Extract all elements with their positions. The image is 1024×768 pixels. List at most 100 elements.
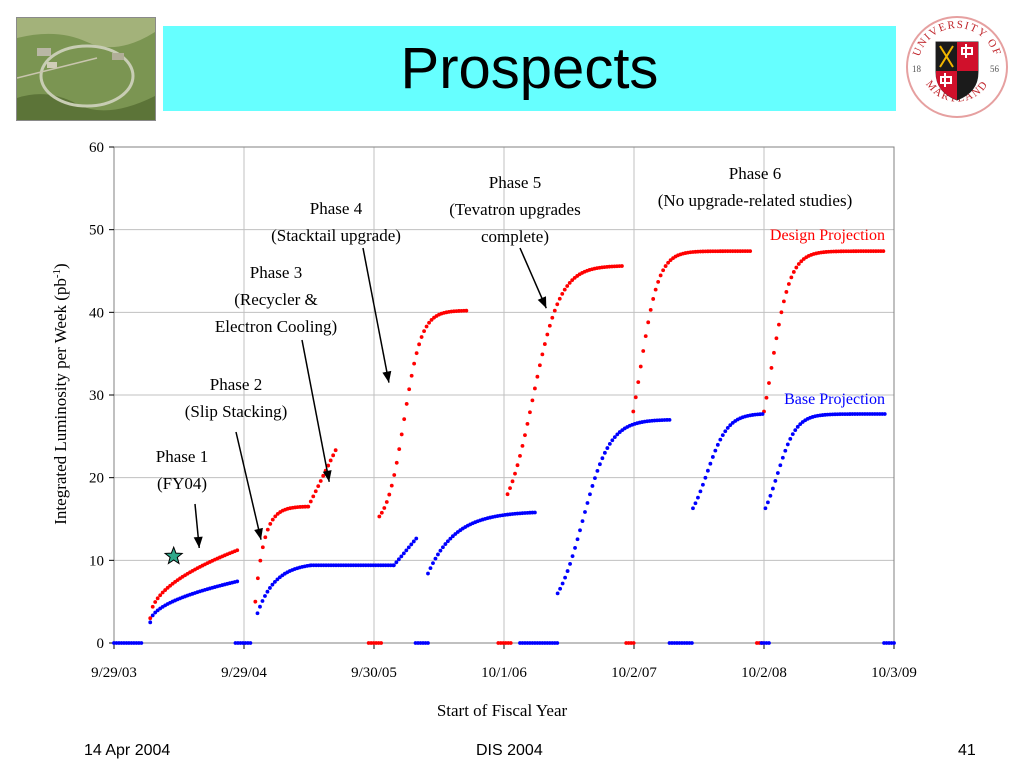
data-point [605, 446, 610, 450]
phase3-label-line: (Recycler & [234, 290, 318, 309]
data-point [773, 479, 778, 483]
x-tick-label: 10/3/09 [871, 665, 917, 681]
data-point [620, 264, 624, 268]
data-point [533, 510, 537, 515]
data-point [515, 463, 520, 468]
data-point [781, 299, 786, 304]
y-tick-label: 40 [89, 305, 104, 321]
data-point [399, 554, 404, 559]
data-point [772, 350, 776, 355]
data-point [265, 589, 270, 594]
data-point [769, 366, 774, 370]
data-point [158, 593, 163, 598]
data-point [583, 510, 587, 514]
data-point [429, 318, 434, 322]
data-point [412, 361, 417, 366]
data-point [535, 374, 540, 379]
data-point [436, 552, 440, 557]
data-point [602, 450, 607, 455]
data-point [593, 476, 597, 481]
data-point [331, 453, 336, 458]
data-point [612, 435, 617, 440]
phase2-annotation: Phase 2 (Slip Stacking) [185, 375, 287, 540]
data-point [150, 613, 155, 618]
data-point [600, 456, 605, 461]
data-point [720, 433, 725, 438]
legend-base-projection: Base Projection [784, 391, 885, 408]
phase5-label-line: (Tevatron upgrades [449, 200, 580, 219]
data-point [615, 432, 620, 437]
data-point [760, 412, 765, 416]
data-point [160, 590, 165, 595]
data-point [555, 302, 560, 307]
x-axis-label: Start of Fiscal Year [437, 701, 568, 720]
phase4-label-line: (Stacktail upgrade) [271, 226, 401, 245]
data-point [653, 287, 658, 292]
data-point [552, 308, 557, 313]
data-point [580, 519, 585, 524]
data-point [533, 386, 537, 391]
data-point [443, 542, 448, 546]
data-point [570, 554, 575, 559]
data-point [382, 506, 387, 510]
data-point [513, 471, 517, 476]
y-tick-label: 30 [89, 388, 104, 404]
phase3-label-line: Phase 3 [250, 263, 302, 282]
phase2-label-line: Phase 2 [210, 375, 262, 394]
data-point [767, 381, 771, 385]
data-point [774, 336, 779, 341]
phase3-annotation: Phase 3 (Recycler & Electron Cooling) [215, 263, 337, 482]
data-point [598, 462, 602, 467]
data-point [505, 492, 510, 497]
data-point [414, 351, 419, 356]
phase4-label-line: Phase 4 [310, 199, 363, 218]
phase2-arrow-head [254, 527, 263, 540]
phase6-label-line: Phase 6 [729, 164, 781, 183]
data-point [414, 536, 419, 541]
data-point [235, 579, 240, 584]
data-point [540, 352, 545, 357]
data-point [558, 586, 563, 591]
data-point [316, 484, 321, 488]
data-point [793, 428, 798, 433]
data-point [691, 506, 695, 511]
phase1-label-line: Phase 1 [156, 447, 208, 466]
y-tick-label: 60 [89, 140, 104, 156]
x-tick-label: 9/30/05 [351, 665, 397, 681]
x-tick-label: 10/1/06 [481, 665, 527, 681]
data-point [379, 510, 384, 515]
data-point [377, 514, 382, 519]
data-point [153, 600, 158, 604]
data-point [255, 611, 260, 616]
y-axis-label: Integrated Luminosity per Week (pb-1) [51, 263, 70, 524]
phase3-arrow-head [322, 470, 332, 482]
data-point [448, 536, 453, 541]
data-point [768, 493, 773, 498]
data-point [426, 641, 430, 645]
data-point [139, 641, 144, 645]
data-point [407, 387, 412, 392]
x-tick-label: 10/2/07 [611, 665, 657, 681]
data-point [764, 395, 769, 400]
data-point [148, 616, 153, 621]
chart-grid [114, 146, 894, 643]
data-point [748, 249, 753, 254]
phase2-label-line: (Slip Stacking) [185, 402, 287, 421]
data-point [728, 423, 733, 428]
data-point [438, 548, 443, 553]
legend-design-projection: Design Projection [770, 227, 885, 244]
data-point [389, 483, 394, 488]
data-point [798, 422, 803, 427]
data-point [153, 610, 158, 615]
data-point [275, 577, 280, 582]
title-banner: Prospects [163, 26, 896, 111]
data-point [788, 436, 793, 441]
phase3-label-line: Electron Cooling) [215, 317, 337, 336]
data-point [542, 342, 547, 346]
data-point [394, 460, 399, 465]
data-point [306, 504, 311, 509]
university-seal-logo: UNIVERSITY OF MARYLAND 18 56 [904, 14, 1010, 120]
data-point [431, 561, 435, 566]
data-point [273, 579, 277, 584]
data-point [248, 641, 253, 645]
